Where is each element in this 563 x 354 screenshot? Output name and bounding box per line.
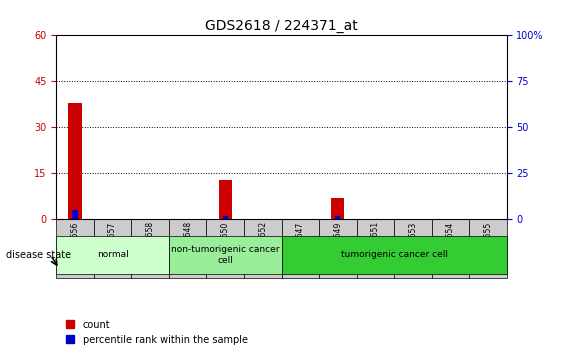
Text: GSM158653: GSM158653 <box>408 221 417 268</box>
Bar <box>282 219 319 278</box>
Text: GSM158652: GSM158652 <box>258 221 267 267</box>
Title: GDS2618 / 224371_at: GDS2618 / 224371_at <box>205 19 358 33</box>
Text: GSM158656: GSM158656 <box>70 221 79 268</box>
Bar <box>94 219 131 278</box>
Bar <box>222 216 228 219</box>
Text: GSM158654: GSM158654 <box>446 221 455 268</box>
Bar <box>469 219 507 278</box>
Bar <box>432 219 469 278</box>
Bar <box>244 219 282 278</box>
Text: tumorigenic cancer cell: tumorigenic cancer cell <box>341 250 448 259</box>
Bar <box>207 219 244 278</box>
Bar <box>69 103 82 219</box>
Bar <box>56 219 94 278</box>
Text: GSM158649: GSM158649 <box>333 221 342 268</box>
FancyBboxPatch shape <box>56 236 169 274</box>
Text: GSM158651: GSM158651 <box>371 221 380 267</box>
Legend: count, percentile rank within the sample: count, percentile rank within the sample <box>61 316 252 349</box>
FancyBboxPatch shape <box>282 236 507 274</box>
Text: GSM158648: GSM158648 <box>183 221 192 267</box>
Text: GSM158647: GSM158647 <box>296 221 305 268</box>
Text: GSM158655: GSM158655 <box>484 221 493 268</box>
Text: GSM158658: GSM158658 <box>146 221 155 267</box>
Text: disease state: disease state <box>6 250 71 260</box>
FancyBboxPatch shape <box>169 236 282 274</box>
Text: GSM158657: GSM158657 <box>108 221 117 268</box>
Text: normal: normal <box>97 250 128 259</box>
Bar <box>218 179 232 219</box>
Bar <box>394 219 432 278</box>
Bar <box>331 198 345 219</box>
Bar <box>131 219 169 278</box>
Bar <box>169 219 207 278</box>
Bar <box>319 219 356 278</box>
Bar <box>335 216 341 219</box>
Bar <box>356 219 394 278</box>
Text: non-tumorigenic cancer
cell: non-tumorigenic cancer cell <box>171 245 279 264</box>
Text: GSM158650: GSM158650 <box>221 221 230 268</box>
Bar <box>73 210 78 219</box>
